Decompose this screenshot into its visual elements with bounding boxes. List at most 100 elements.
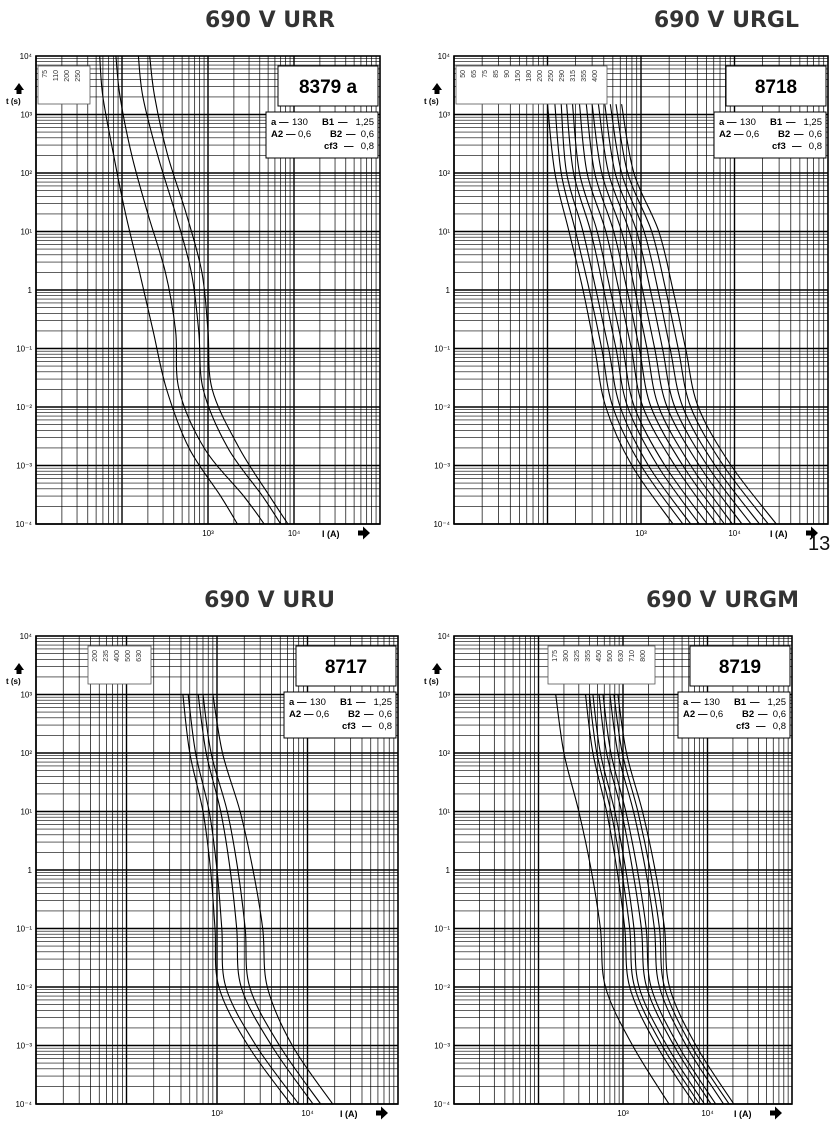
series-line	[187, 694, 300, 1105]
rating-label: 710	[629, 650, 636, 662]
grid	[453, 56, 828, 525]
plot-frame	[35, 55, 381, 525]
rating-label: 200	[64, 70, 71, 82]
series-line	[115, 55, 265, 525]
y-tick-label: 10⁻⁴	[433, 1100, 450, 1109]
rating-label: 630	[136, 650, 143, 662]
chart-title: 690 V URR	[204, 8, 335, 33]
y-tick-label: 10⁻³	[16, 462, 32, 471]
y-tick-label: 10²	[20, 169, 32, 178]
param-text: cf3	[772, 141, 786, 152]
rating-label: 500	[125, 650, 132, 662]
param-text: a	[683, 697, 689, 708]
up-arrow-icon	[14, 663, 24, 674]
y-tick-label: 10⁻³	[16, 1042, 32, 1051]
y-tick-label: 10⁻³	[434, 1042, 450, 1051]
param-text: cf3	[342, 721, 356, 732]
series-line	[554, 104, 684, 525]
time-current-chart: 10⁴ 10³ 10² 10¹ 1 10⁻¹ 10⁻² 10⁻³ 10⁻⁴ 10³ 10⁴ t (s)…	[6, 632, 399, 1120]
y-tick-label: 10¹	[20, 808, 32, 817]
series-line	[609, 694, 725, 1105]
y-tick-label: 10⁻²	[16, 983, 32, 992]
right-arrow-icon	[770, 1106, 782, 1120]
y-axis-label: t (s)	[424, 97, 439, 106]
series-line	[584, 694, 695, 1105]
y-tick-label: 10³	[438, 111, 450, 120]
rating-label: 75	[482, 70, 489, 78]
rating-label: 200	[92, 650, 99, 662]
rating-label: 200	[537, 70, 544, 82]
param-text: —	[750, 697, 760, 708]
ratings-box-frame	[87, 645, 152, 685]
series-line	[212, 694, 334, 1105]
rating-label: 175	[552, 650, 559, 662]
plot-frame	[453, 55, 829, 525]
rating-label: 630	[618, 650, 625, 662]
x-tick-label: 10³	[202, 529, 214, 538]
param-text: —	[794, 129, 804, 140]
x-tick-label: 10⁴	[301, 1109, 314, 1118]
rating-label: 150	[515, 70, 522, 82]
up-arrow-icon	[432, 663, 442, 674]
series-line	[615, 104, 769, 525]
param-text: —	[279, 117, 289, 128]
x-tick-label: 10⁴	[701, 1109, 714, 1118]
rating-label: 90	[504, 70, 511, 78]
y-tick-label: 10⁻⁴	[15, 520, 32, 529]
plot-frame	[35, 635, 399, 1105]
series-line	[588, 694, 700, 1105]
x-axis-label: I (A)	[770, 529, 788, 539]
y-tick-label: 10⁴	[438, 632, 451, 641]
series-line	[592, 694, 705, 1105]
time-current-chart: 10⁴ 10³ 10² 10¹ 1 10⁻¹ 10⁻² 10⁻³ 10⁻⁴ 10³ 10⁴ t (s)…	[424, 632, 793, 1120]
param-text: B1	[770, 117, 783, 128]
series-line	[609, 104, 760, 525]
y-tick-label: 10⁻³	[434, 462, 450, 471]
fuse-code: 8719	[719, 657, 761, 678]
y-tick-label: 1	[28, 866, 33, 875]
param-text: B1	[734, 697, 747, 708]
param-text: —	[758, 709, 768, 720]
series-line	[99, 55, 238, 525]
y-tick-label: 10²	[20, 749, 32, 758]
series-line	[555, 694, 670, 1105]
x-axis-label: I (A)	[322, 529, 340, 539]
fuse-code: 8717	[325, 657, 367, 678]
ratings-box-frame	[37, 65, 91, 105]
param-text: —	[344, 141, 354, 152]
param-text: —	[362, 721, 372, 732]
y-tick-label: 10⁻¹	[16, 345, 32, 354]
param-text: 0,6	[298, 129, 311, 140]
code-box-frame	[725, 65, 827, 107]
param-text: A2	[719, 129, 731, 140]
page-number: 13	[808, 533, 831, 555]
rating-label: 355	[585, 650, 592, 662]
param-text: —	[364, 709, 374, 720]
param-text: 130	[704, 697, 720, 708]
param-text: —	[691, 697, 701, 708]
series-line	[578, 104, 717, 525]
rating-label: 250	[75, 70, 82, 82]
y-tick-label: 10⁴	[438, 52, 451, 61]
chart-title: 690 V URGM	[645, 588, 799, 613]
y-tick-label: 10⁻²	[434, 983, 450, 992]
param-text: B2	[742, 709, 754, 720]
series-line	[566, 104, 700, 525]
series-line	[602, 694, 717, 1105]
param-text: —	[304, 709, 314, 720]
param-text: A2	[271, 129, 283, 140]
ratings-box: 200 235 400 500 630	[87, 645, 152, 685]
y-tick-label: 10³	[438, 691, 450, 700]
y-tick-label: 10⁻⁴	[433, 520, 450, 529]
y-tick-label: 10⁴	[20, 52, 33, 61]
param-text: 0,8	[809, 141, 822, 152]
curves	[546, 104, 777, 525]
y-tick-label: 10⁻¹	[434, 345, 450, 354]
param-text: 0,6	[710, 709, 723, 720]
param-text: 1,25	[374, 697, 393, 708]
y-tick-label: 10⁴	[20, 632, 33, 641]
series-line	[137, 55, 282, 525]
fuse-code: 8379 a	[299, 77, 358, 98]
